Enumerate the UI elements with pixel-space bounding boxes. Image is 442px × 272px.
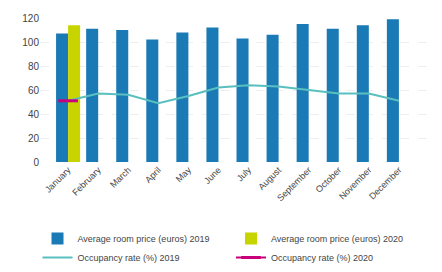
svg-text:March: March bbox=[108, 165, 133, 190]
svg-text:September: September bbox=[275, 165, 313, 203]
svg-text:August: August bbox=[256, 165, 283, 192]
svg-text:40: 40 bbox=[28, 109, 40, 120]
svg-text:April: April bbox=[143, 165, 163, 185]
svg-text:October: October bbox=[314, 165, 344, 195]
svg-text:Occupancy rate (%) 2020: Occupancy rate (%) 2020 bbox=[271, 253, 373, 263]
svg-text:May: May bbox=[174, 165, 193, 184]
svg-text:July: July bbox=[235, 165, 254, 184]
svg-text:June: June bbox=[202, 165, 223, 186]
svg-text:120: 120 bbox=[22, 13, 39, 24]
svg-text:Occupancy rate (%) 2019: Occupancy rate (%) 2019 bbox=[78, 253, 180, 263]
svg-text:60: 60 bbox=[28, 85, 40, 96]
svg-text:100: 100 bbox=[22, 37, 39, 48]
svg-text:0: 0 bbox=[33, 157, 39, 168]
svg-text:80: 80 bbox=[28, 61, 40, 72]
svg-text:December: December bbox=[367, 165, 403, 201]
svg-text:20: 20 bbox=[28, 133, 40, 144]
svg-text:Average room price (euros) 202: Average room price (euros) 2020 bbox=[271, 234, 403, 244]
svg-text:February: February bbox=[70, 165, 103, 198]
svg-text:January: January bbox=[43, 165, 73, 195]
svg-text:November: November bbox=[337, 165, 373, 201]
svg-text:Average room price (euros) 201: Average room price (euros) 2019 bbox=[78, 234, 210, 244]
